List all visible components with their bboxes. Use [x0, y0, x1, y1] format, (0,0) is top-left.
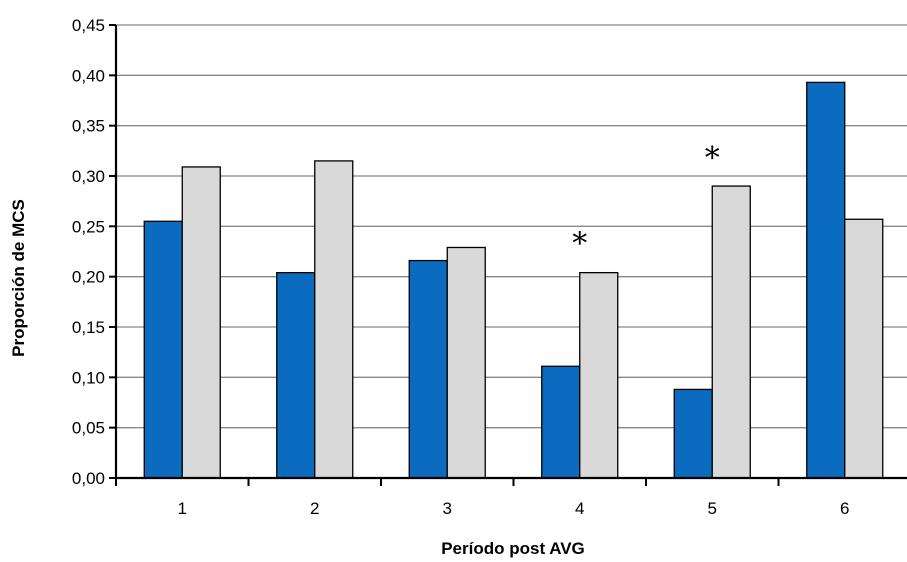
bar-series1-cat6	[806, 81, 846, 479]
x-tick-label: 5	[708, 499, 717, 518]
x-tick-label: 4	[575, 499, 584, 518]
y-tick-label: 0,15	[72, 318, 105, 337]
x-tick-labels: 1 2 3 4 5 6	[178, 499, 850, 518]
annotations: **	[572, 141, 720, 262]
bar-series2-cat3	[446, 246, 486, 479]
y-tick-label: 0,10	[72, 368, 105, 387]
y-tick-label: 0,25	[72, 217, 105, 236]
x-tick-label: 2	[310, 499, 319, 518]
significance-asterisk: *	[572, 226, 587, 261]
y-tick-label: 0,00	[72, 469, 105, 488]
bars	[143, 81, 884, 479]
x-tick-label: 1	[178, 499, 187, 518]
bar-series2-cat6	[844, 218, 884, 479]
y-tick-label: 0,45	[72, 16, 105, 35]
x-tick-label: 6	[840, 499, 849, 518]
axes	[109, 24, 907, 486]
bar-series1-cat2	[276, 271, 316, 479]
gridlines	[116, 24, 907, 429]
bar-series1-cat3	[408, 259, 448, 479]
x-axis-title: Período post AVG	[441, 539, 585, 558]
x-tick-label: 3	[443, 499, 452, 518]
bar-series2-cat2	[314, 160, 354, 479]
significance-asterisk: *	[705, 141, 720, 176]
bar-series2-cat5	[711, 185, 751, 479]
y-tick-label: 0,30	[72, 167, 105, 186]
bar-series1-cat5	[673, 388, 713, 479]
bar-series2-cat4	[579, 271, 619, 479]
y-tick-label: 0,05	[72, 419, 105, 438]
y-tick-label: 0,35	[72, 117, 105, 136]
y-tick-label: 0,20	[72, 268, 105, 287]
bar-series2-cat1	[181, 166, 221, 479]
bar-series1-cat1	[143, 220, 183, 479]
y-axis-title: Proporción de MCS	[9, 199, 28, 357]
y-tick-labels: 0,00 0,05 0,10 0,15 0,20 0,25 0,30 0,35 0,40 0,45	[72, 16, 105, 488]
bar-series1-cat4	[541, 365, 581, 479]
y-tick-label: 0,40	[72, 66, 105, 85]
